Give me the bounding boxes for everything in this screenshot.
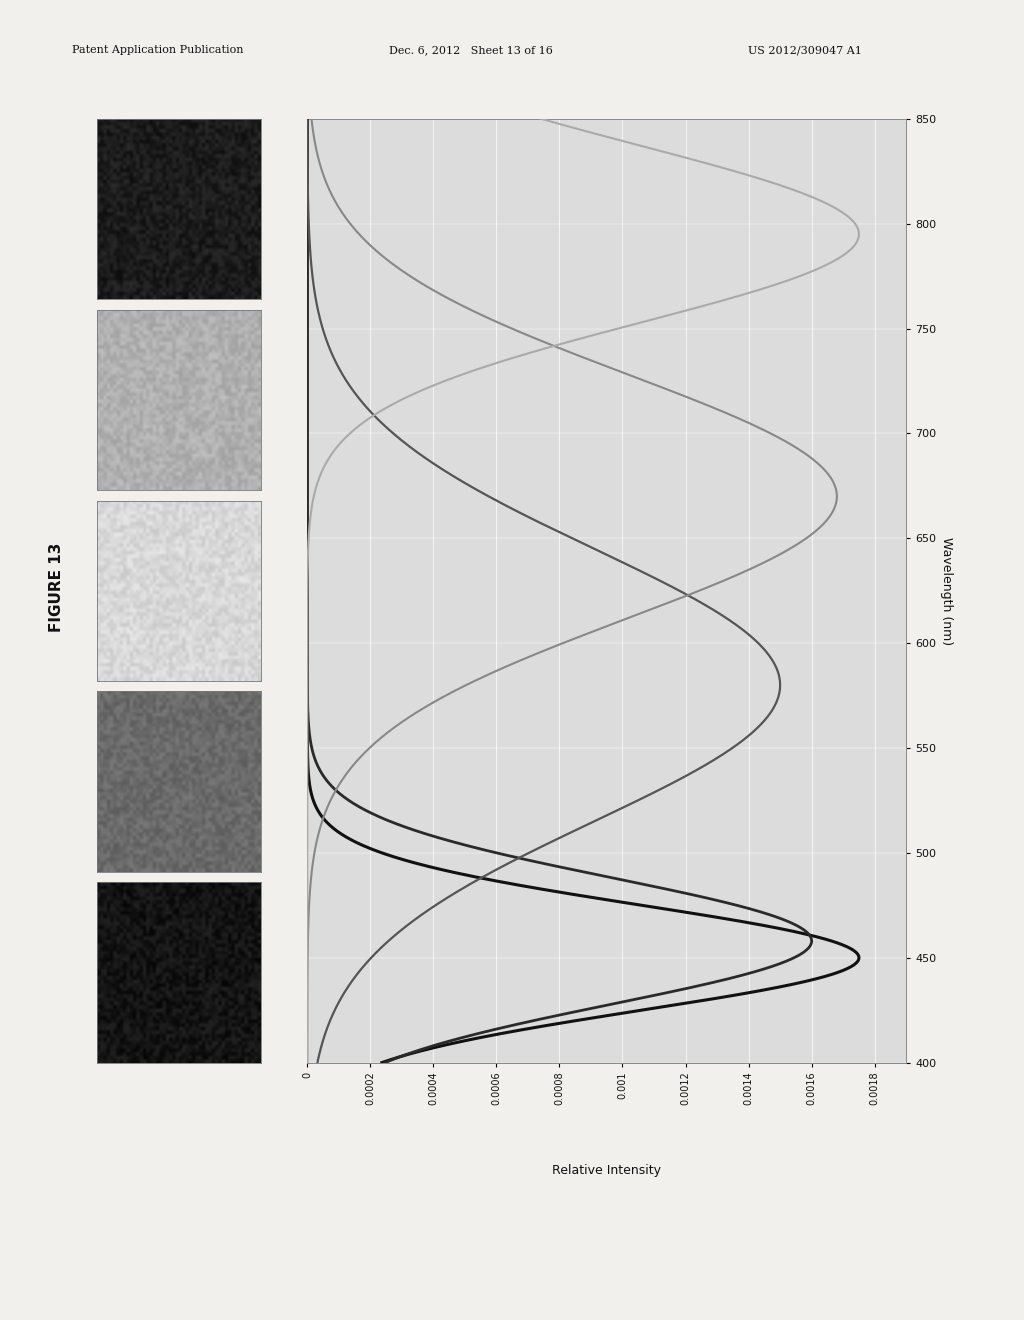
X-axis label: Relative Intensity: Relative Intensity [552,1164,662,1176]
Y-axis label: Wavelength (nm): Wavelength (nm) [940,537,953,644]
Text: Dec. 6, 2012   Sheet 13 of 16: Dec. 6, 2012 Sheet 13 of 16 [389,45,553,55]
Text: Patent Application Publication: Patent Application Publication [72,45,243,55]
Text: US 2012/309047 A1: US 2012/309047 A1 [748,45,861,55]
Text: FIGURE 13: FIGURE 13 [49,543,63,632]
